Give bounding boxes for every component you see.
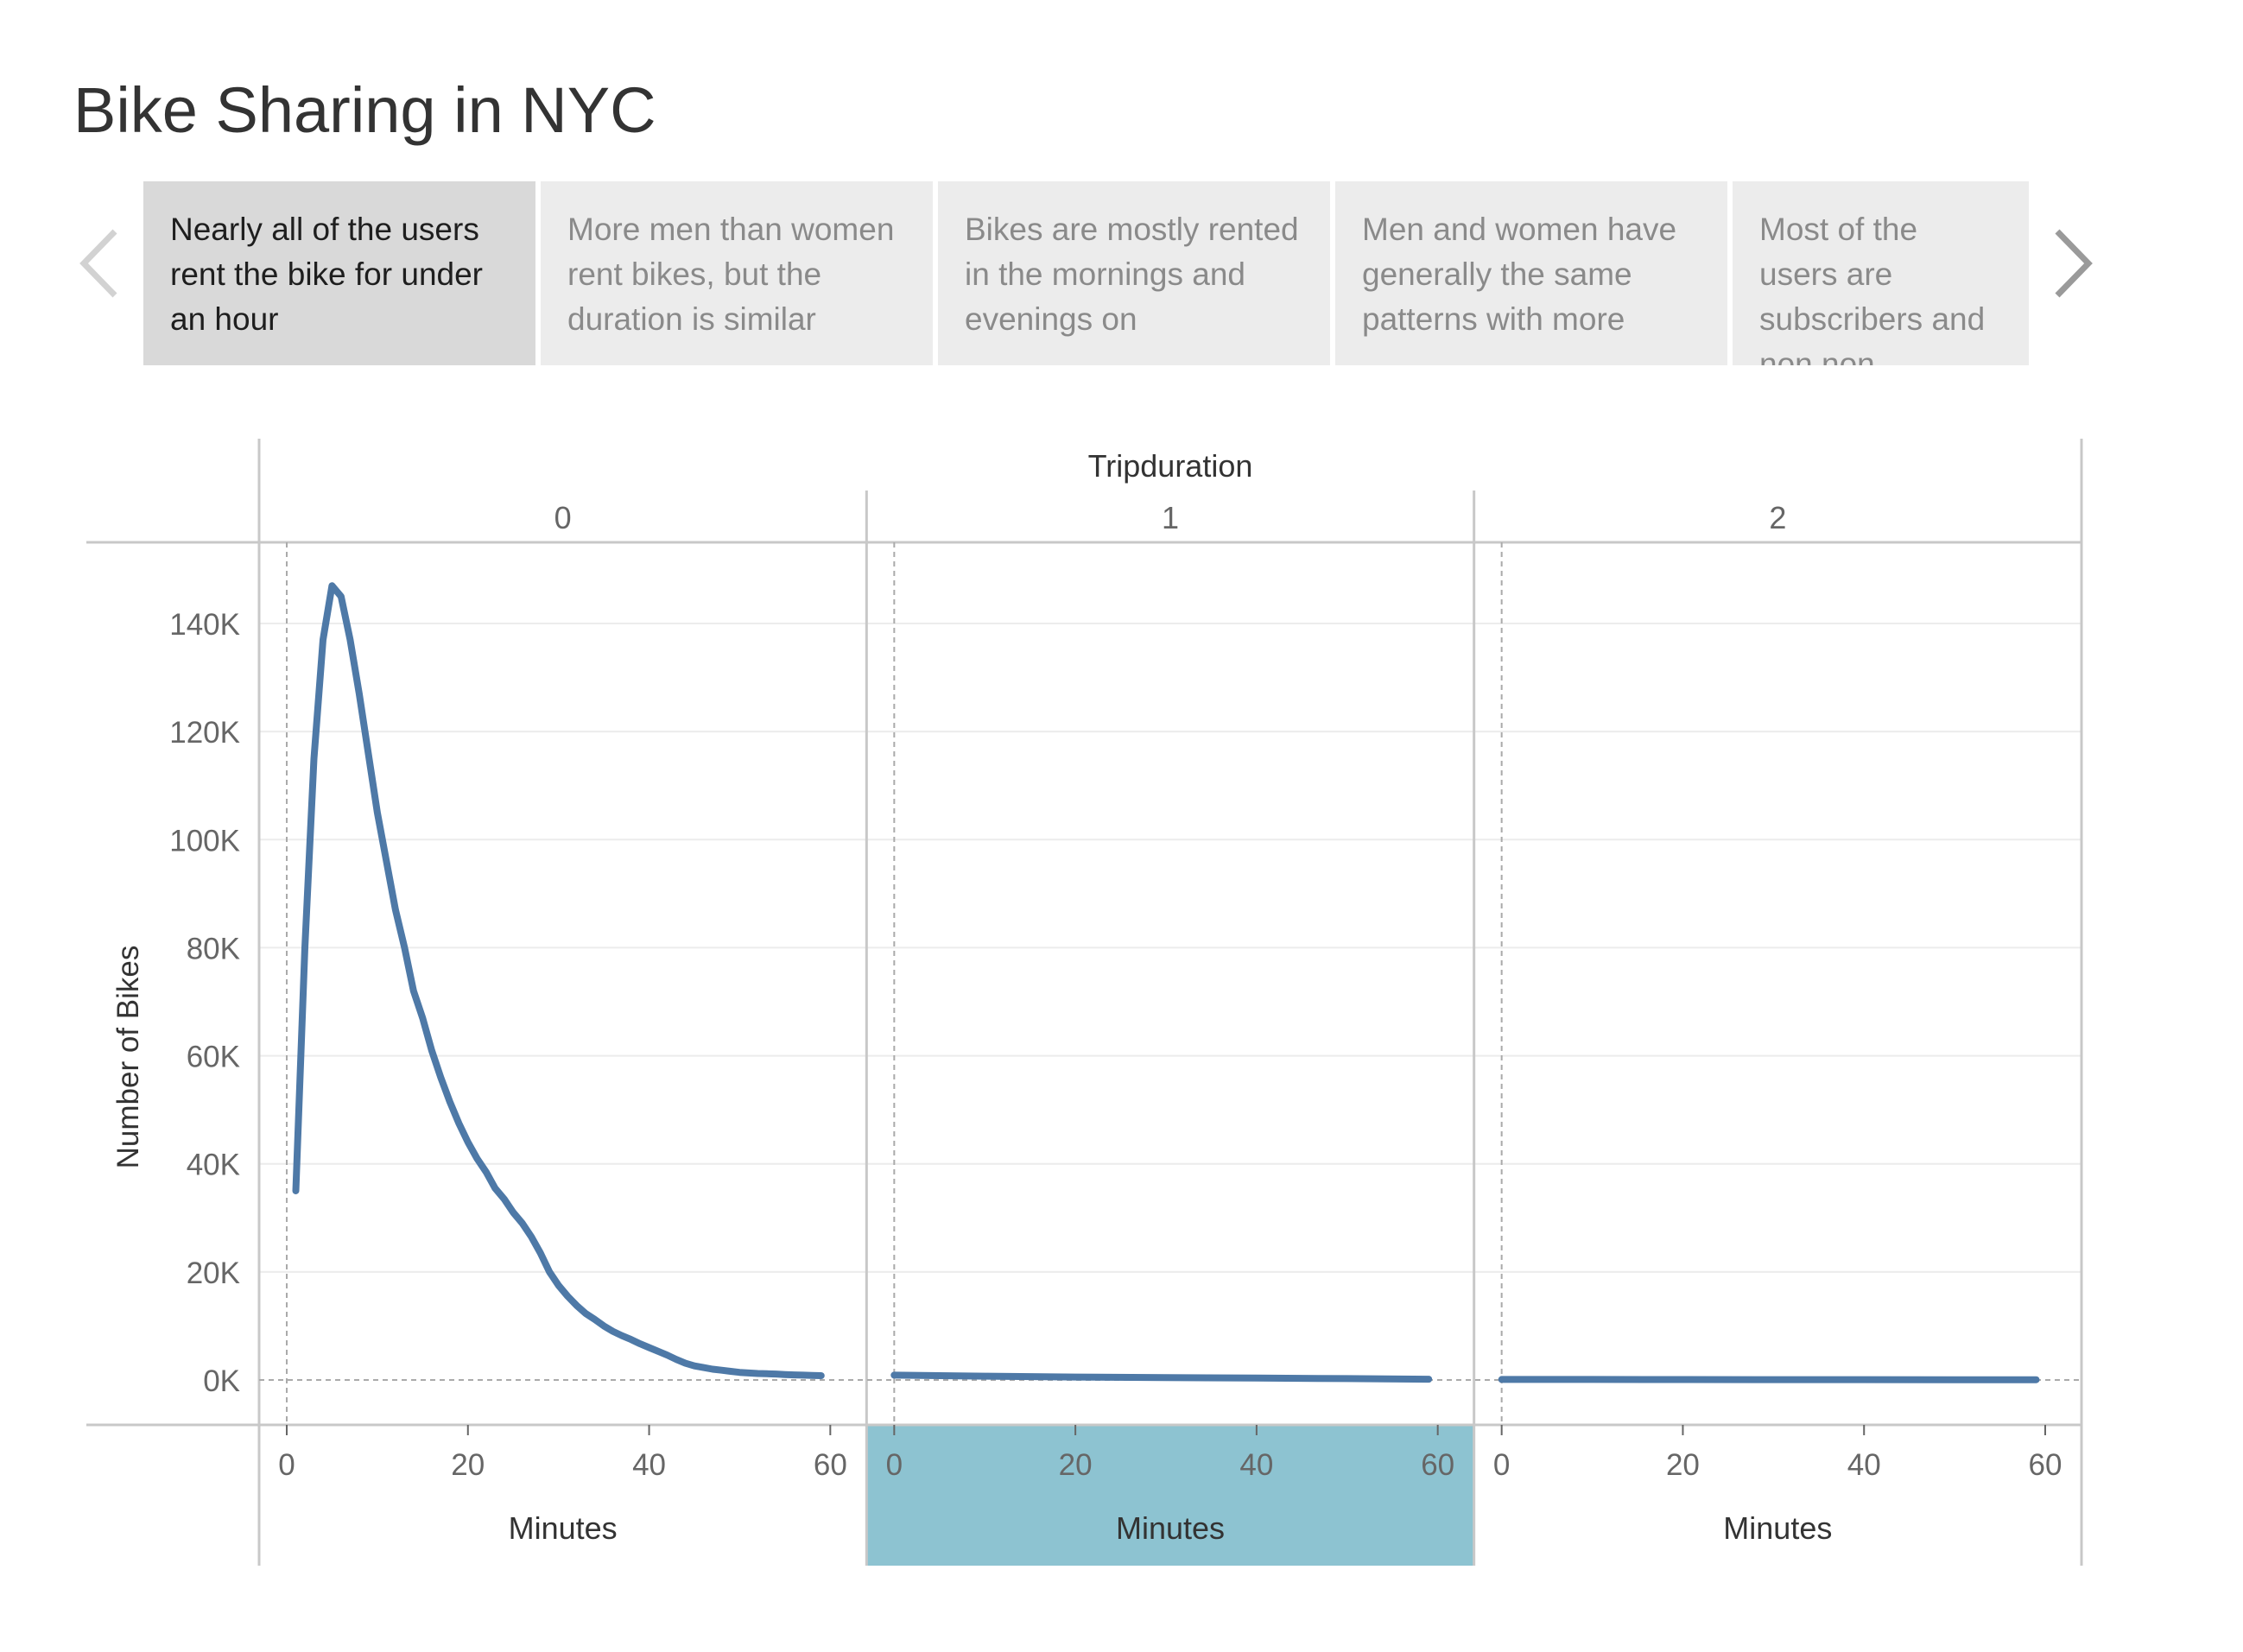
panel-header-label: 1	[1162, 500, 1179, 535]
story-point-text: Most of the users are subscribers and no…	[1759, 212, 1986, 365]
story-point-text: Men and women have generally the same pa…	[1362, 212, 1677, 337]
series-line-panel-1	[890, 1371, 1433, 1383]
y-tick-label: 100K	[169, 824, 240, 858]
story-navigator: Nearly all of the users rent the bike fo…	[0, 181, 2243, 367]
x-axis-label: Minutes	[1116, 1510, 1225, 1546]
y-tick-label: 120K	[169, 716, 240, 750]
x-axis-label: Minutes	[509, 1510, 618, 1546]
highlighted-axis-band	[866, 1425, 1474, 1566]
panel-header-label: 2	[1769, 500, 1786, 535]
y-tick-label: 140K	[169, 608, 240, 642]
x-tick-label: 20	[451, 1448, 485, 1482]
x-tick-label: 0	[1493, 1448, 1510, 1482]
x-tick-label: 40	[1847, 1448, 1881, 1482]
story-point-3[interactable]: Bikes are mostly rented in the mornings …	[938, 181, 1330, 365]
y-tick-label: 40K	[187, 1149, 240, 1182]
story-point-2[interactable]: More men than women rent bikes, but the …	[541, 181, 933, 365]
column-header: Tripduration	[1088, 448, 1253, 484]
panel-header-label: 0	[554, 500, 572, 535]
x-tick-label: 20	[1059, 1448, 1093, 1482]
chevron-left-icon[interactable]	[65, 216, 134, 311]
story-point-4[interactable]: Men and women have generally the same pa…	[1335, 181, 1727, 365]
x-tick-label: 20	[1666, 1448, 1700, 1482]
x-tick-label: 40	[632, 1448, 666, 1482]
x-tick-label: 60	[1421, 1448, 1454, 1482]
y-tick-label: 20K	[187, 1256, 240, 1290]
page-title: Bike Sharing in NYC	[73, 74, 656, 146]
x-tick-label: 60	[814, 1448, 847, 1482]
story-point-text: Bikes are mostly rented in the mornings …	[965, 212, 1299, 337]
story-point-text: Nearly all of the users rent the bike fo…	[170, 212, 483, 337]
story-point-5[interactable]: Most of the users are subscribers and no…	[1733, 181, 2029, 365]
story-point-1[interactable]: Nearly all of the users rent the bike fo…	[143, 181, 535, 365]
story-points: Nearly all of the users rent the bike fo…	[143, 181, 2029, 365]
y-axis-label: Number of Bikes	[111, 946, 145, 1169]
x-tick-label: 0	[886, 1448, 903, 1482]
chevron-right-icon[interactable]	[2038, 216, 2107, 311]
story-point-text: More men than women rent bikes, but the …	[567, 212, 895, 337]
x-tick-label: 60	[2029, 1448, 2062, 1482]
series-line-panel-0	[292, 582, 825, 1379]
x-tick-label: 0	[278, 1448, 295, 1482]
y-tick-label: 80K	[187, 932, 240, 965]
x-tick-label: 40	[1239, 1448, 1273, 1482]
y-tick-label: 60K	[187, 1041, 240, 1074]
y-tick-label: 0K	[203, 1364, 240, 1398]
x-axis-label: Minutes	[1723, 1510, 1832, 1546]
